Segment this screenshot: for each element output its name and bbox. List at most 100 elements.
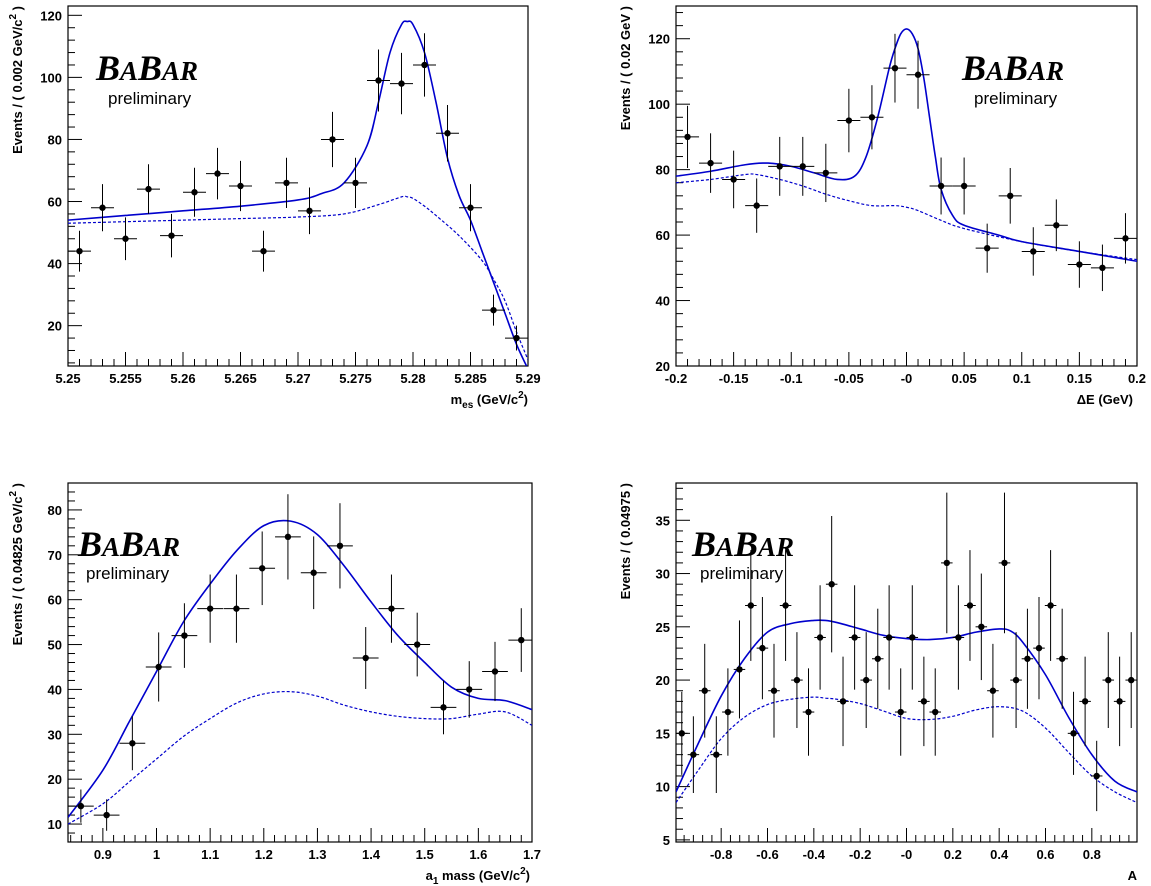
data-point xyxy=(699,133,723,193)
data-point xyxy=(848,585,861,690)
point-marker xyxy=(1128,676,1135,684)
x-axis-title: a1 mass (GeV/c2) xyxy=(426,866,530,886)
data-point xyxy=(860,632,872,729)
point-marker xyxy=(730,176,737,183)
point-marker xyxy=(1093,772,1100,780)
x-tick-label: 1.2 xyxy=(255,847,273,862)
total-fit-curve xyxy=(68,20,528,366)
data-point xyxy=(722,150,746,209)
y-tick-label: 70 xyxy=(48,548,62,563)
data-point xyxy=(367,49,390,112)
y-tick-label: 120 xyxy=(648,32,670,47)
data-point xyxy=(894,668,907,756)
y-tick-label: 10 xyxy=(656,780,670,795)
x-tick-label: -0 xyxy=(901,371,913,386)
y-tick-label: 20 xyxy=(656,359,670,374)
point-marker xyxy=(1099,264,1106,272)
x-tick-label: 0.4 xyxy=(990,847,1009,862)
data-point xyxy=(252,230,275,272)
data-point xyxy=(505,325,528,351)
preliminary-label: preliminary xyxy=(700,564,784,583)
data-point xyxy=(1102,632,1115,729)
data-point xyxy=(929,157,953,215)
data-point xyxy=(249,531,276,606)
data-point xyxy=(1079,656,1091,747)
y-axis-title: Events / ( 0.02 GeV ) xyxy=(618,6,633,130)
y-tick-label: 60 xyxy=(48,195,62,210)
point-marker xyxy=(839,698,847,705)
data-point xyxy=(745,550,757,661)
plot-frame xyxy=(675,5,1138,367)
x-tick-label: -0.4 xyxy=(803,847,826,862)
x-tick-label: -0.8 xyxy=(710,847,732,862)
point-marker xyxy=(713,751,720,758)
data-point xyxy=(344,157,367,209)
point-marker xyxy=(375,77,382,84)
data-point xyxy=(68,230,91,272)
x-tick-label: -0.1 xyxy=(780,371,802,386)
babar-logo: BABAR xyxy=(961,48,1064,88)
data-point xyxy=(883,585,895,690)
point-marker xyxy=(707,159,714,167)
y-axis-title: Events / ( 0.04825 GeV/c2 ) xyxy=(8,483,25,645)
point-marker xyxy=(76,247,83,255)
data-point xyxy=(768,136,792,196)
total-fit-curve xyxy=(68,519,532,818)
x-tick-label: -0 xyxy=(901,847,913,862)
x-tick-label: -0.15 xyxy=(719,371,749,386)
x-tick-label: 5.265 xyxy=(224,371,257,386)
preliminary-label: preliminary xyxy=(86,564,170,583)
point-marker xyxy=(724,708,732,716)
point-marker xyxy=(822,169,830,177)
point-marker xyxy=(770,687,778,694)
data-point xyxy=(860,85,884,150)
point-marker xyxy=(155,663,162,671)
point-marker xyxy=(260,247,267,255)
point-marker xyxy=(989,687,997,694)
y-tick-label: 80 xyxy=(48,132,62,147)
point-marker xyxy=(747,602,755,609)
total-fit-curve xyxy=(676,619,1137,793)
x-tick-label: 1.5 xyxy=(416,847,434,862)
point-marker xyxy=(851,634,858,641)
point-marker xyxy=(874,655,881,662)
x-axis-title: A xyxy=(1128,868,1138,883)
data-point xyxy=(756,596,769,700)
x-tick-label: 0.6 xyxy=(1036,847,1054,862)
background-curve xyxy=(676,696,1137,804)
x-tick-label: 0.2 xyxy=(1128,371,1146,386)
y-tick-label: 35 xyxy=(656,513,670,528)
point-marker xyxy=(122,235,129,242)
point-marker xyxy=(799,163,806,170)
point-marker xyxy=(237,182,244,190)
data-point xyxy=(275,157,298,209)
point-marker xyxy=(1053,222,1060,229)
point-marker xyxy=(816,634,824,641)
preliminary-label: preliminary xyxy=(108,89,192,108)
data-point xyxy=(223,574,250,643)
x-tick-label: 5.25 xyxy=(55,371,80,386)
data-point xyxy=(941,492,953,634)
data-point xyxy=(837,88,861,153)
data-point xyxy=(327,503,353,589)
y-tick-label: 80 xyxy=(656,163,670,178)
x-tick-label: -0.05 xyxy=(834,371,864,386)
point-marker xyxy=(310,569,317,576)
data-point xyxy=(722,668,734,756)
y-tick-label: 120 xyxy=(40,8,62,23)
point-marker xyxy=(168,232,175,239)
point-marker xyxy=(1076,261,1083,268)
data-point xyxy=(1021,227,1045,276)
point-marker xyxy=(1024,655,1031,662)
y-tick-label: 30 xyxy=(48,727,62,742)
y-tick-label: 25 xyxy=(656,620,670,635)
x-tick-label: 0.9 xyxy=(94,847,112,862)
y-tick-label: 40 xyxy=(48,682,62,697)
point-marker xyxy=(943,559,951,567)
y-tick-label: 40 xyxy=(48,257,62,272)
y-tick-label: 80 xyxy=(48,503,62,518)
data-point xyxy=(1056,608,1068,709)
point-marker xyxy=(684,133,691,141)
point-marker xyxy=(897,708,904,716)
